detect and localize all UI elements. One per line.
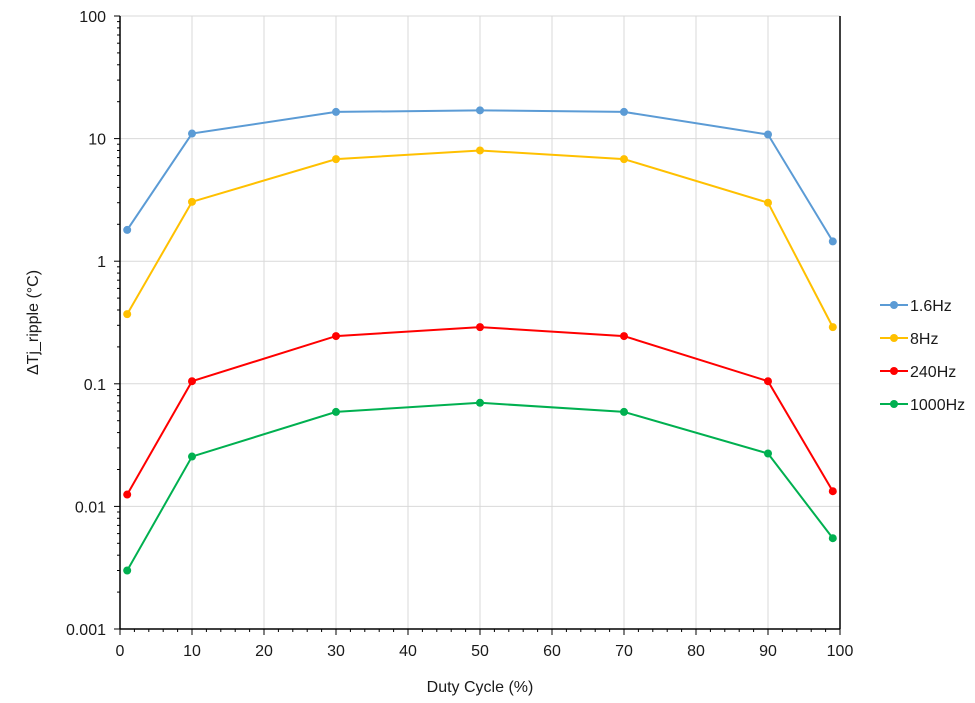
x-tick-label: 60 <box>543 643 561 660</box>
x-tick-label: 10 <box>183 643 201 660</box>
legend-label: 240Hz <box>910 364 956 381</box>
data-point <box>764 449 772 458</box>
data-point <box>476 398 484 407</box>
y-tick-label: 0.1 <box>84 377 106 394</box>
data-point <box>828 323 837 332</box>
data-point <box>188 197 196 206</box>
data-point <box>123 225 132 234</box>
legend-entry: 1.6Hz <box>880 298 952 315</box>
data-point <box>764 130 772 139</box>
data-point <box>764 198 772 207</box>
gridlines <box>120 15 841 629</box>
legend-label: 1.6Hz <box>910 298 952 315</box>
data-point <box>476 106 484 115</box>
data-point <box>828 237 837 246</box>
y-tick-label: 1 <box>97 254 106 271</box>
data-point <box>123 490 132 499</box>
data-point <box>188 452 196 461</box>
legend-marker <box>890 400 898 408</box>
legend-marker <box>890 334 898 342</box>
data-point <box>620 407 628 416</box>
y-tick-label: 10 <box>88 132 106 149</box>
axes <box>114 15 841 635</box>
legend-label: 8Hz <box>910 331 938 348</box>
series-8Hz <box>123 146 837 332</box>
series-1.6Hz <box>123 106 837 246</box>
data-point <box>828 534 837 543</box>
data-point <box>476 146 484 155</box>
x-tick-label: 30 <box>327 643 345 660</box>
legend-marker <box>890 367 898 375</box>
x-tick-label: 80 <box>687 643 705 660</box>
plot-area-series <box>123 106 837 575</box>
data-point <box>332 407 340 416</box>
legend-label: 1000Hz <box>910 397 965 414</box>
legend-entry: 240Hz <box>880 364 956 381</box>
y-axis-title: ΔTj_ripple (°C) <box>25 270 42 375</box>
data-point <box>620 155 628 164</box>
x-tick-label: 40 <box>399 643 417 660</box>
y-tick-label: 0.001 <box>66 622 106 639</box>
tick-labels: 0 10 20 30 40 50 60 70 80 90 100 0.001 0.01 0.1 1 10 100 <box>66 9 853 660</box>
y-tick-label: 100 <box>79 9 106 26</box>
x-tick-label: 0 <box>116 643 125 660</box>
data-point <box>828 487 837 496</box>
series-1000Hz <box>123 398 837 575</box>
legend: 1.6Hz 8Hz 240Hz 1000Hz <box>880 298 965 414</box>
data-point <box>332 332 340 341</box>
data-point <box>620 332 628 341</box>
data-point <box>188 377 196 386</box>
data-point <box>476 323 484 332</box>
data-point <box>332 107 340 116</box>
data-point <box>764 377 772 386</box>
data-point <box>332 155 340 164</box>
x-axis-title: Duty Cycle (%) <box>427 679 534 696</box>
x-tick-label: 20 <box>255 643 273 660</box>
y-tick-label: 0.01 <box>75 499 106 516</box>
data-point <box>123 566 132 575</box>
data-point <box>188 129 196 138</box>
legend-marker <box>890 301 898 309</box>
x-tick-label: 50 <box>471 643 489 660</box>
legend-entry: 8Hz <box>880 331 938 348</box>
series-240Hz <box>123 323 837 499</box>
legend-entry: 1000Hz <box>880 397 965 414</box>
x-tick-label: 90 <box>759 643 777 660</box>
data-point <box>620 107 628 116</box>
data-point <box>123 310 132 319</box>
x-tick-label: 100 <box>827 643 854 660</box>
x-tick-label: 70 <box>615 643 633 660</box>
